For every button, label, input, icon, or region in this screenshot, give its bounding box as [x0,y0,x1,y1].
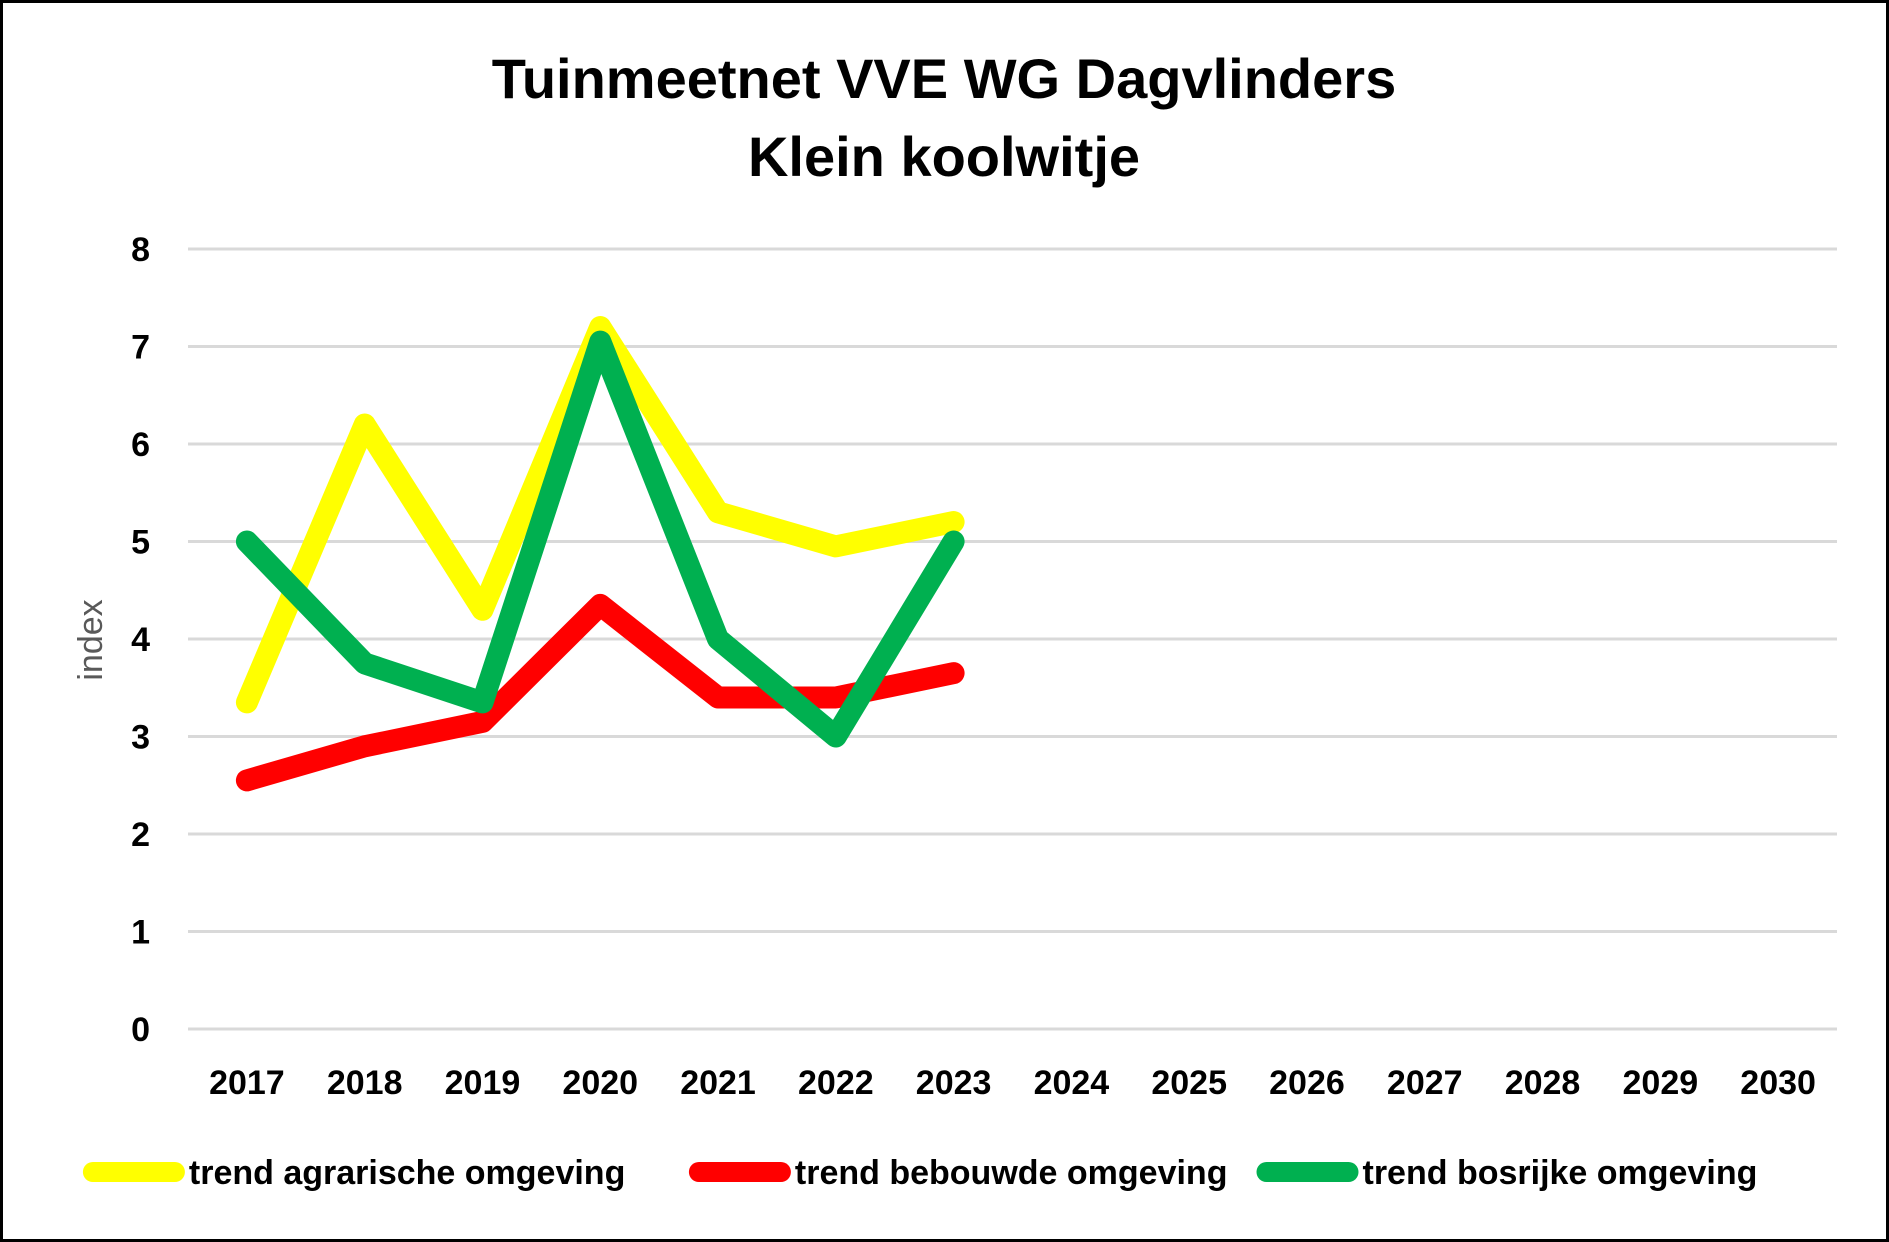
data-point [717,697,719,699]
series-line-2 [235,593,965,792]
gridlines [188,247,1837,1031]
x-tick-label: 2030 [1740,1064,1816,1102]
x-tick-label: 2027 [1387,1064,1463,1102]
x-tick-label: 2022 [798,1064,874,1102]
x-tick-label: 2025 [1151,1064,1227,1102]
data-point [246,541,248,543]
x-tick-label: 2021 [680,1064,756,1102]
data-point [364,662,366,664]
x-tick-label: 2024 [1034,1064,1110,1102]
y-axis-label: index [72,599,110,680]
data-point [481,701,483,703]
data-point [953,541,955,543]
data-point [246,779,248,781]
x-tick-label: 2029 [1623,1064,1699,1102]
data-point [953,672,955,674]
y-tick-label: 4 [131,621,150,659]
data-point [481,609,483,611]
y-tick-label: 2 [131,816,150,854]
chart-title-line-1: Tuinmeetnet VVE WG Dagvlinders [492,47,1396,110]
y-tick-label: 8 [131,231,150,269]
y-axis-ticks: 0 1 2 3 4 5 6 7 8 [131,231,150,1049]
data-point [246,701,248,703]
x-axis-ticks: 2017 2018 2019 2020 2021 2022 2023 2024 2025 2026… [209,1064,1816,1102]
chart-title-line-2: Klein koolwitje [748,125,1140,188]
data-point [717,638,719,640]
y-tick-label: 1 [131,914,150,952]
data-point [835,545,837,547]
data-point [364,424,366,426]
x-tick-label: 2019 [445,1064,521,1102]
x-tick-label: 2028 [1505,1064,1581,1102]
legend-label-2: trend bebouwde omgeving [795,1154,1228,1192]
data-point [835,736,837,738]
y-tick-label: 0 [131,1011,150,1049]
data-point [364,745,366,747]
data-point [953,521,955,523]
x-tick-label: 2018 [327,1064,403,1102]
x-tick-label: 2020 [562,1064,638,1102]
legend-label-3: trend bosrijke omgeving [1363,1154,1758,1192]
x-tick-label: 2023 [916,1064,992,1102]
y-tick-label: 7 [131,329,150,367]
data-point [599,341,601,343]
y-tick-label: 6 [131,426,150,464]
data-point [835,697,837,699]
series-line-1 [235,316,965,714]
y-tick-label: 3 [131,719,150,757]
legend: trend agrarische omgeving trend bebouwde … [82,1154,1758,1192]
data-point [717,511,719,513]
data-point [481,721,483,723]
legend-label-1: trend agrarische omgeving [189,1154,625,1192]
series-line-3 [235,330,965,748]
y-tick-label: 5 [131,524,150,562]
data-point [599,326,601,328]
x-tick-label: 2026 [1269,1064,1345,1102]
data-point [599,604,601,606]
x-tick-label: 2017 [209,1064,285,1102]
series-lines [235,316,965,792]
